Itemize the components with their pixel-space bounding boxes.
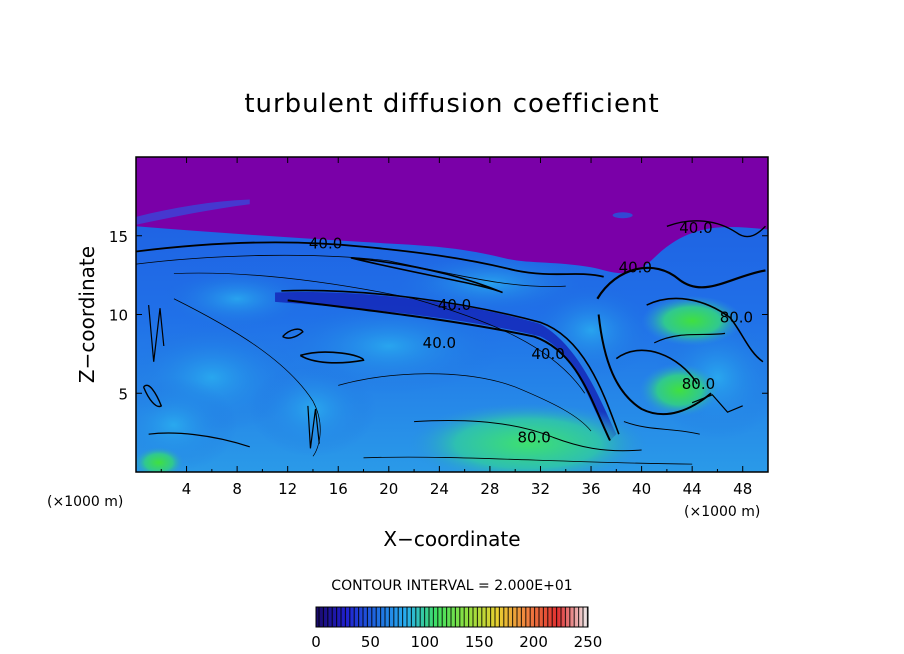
colorbar-tick-label: 250 xyxy=(574,633,603,651)
contour-line-40-mid-outer xyxy=(281,289,620,435)
contour-line-closed xyxy=(282,328,304,339)
x-axis-label: X−coordinate xyxy=(383,527,520,551)
contour-label: 80.0 xyxy=(720,309,753,327)
field-light-patch xyxy=(249,361,377,457)
colorbar-tick-label: 150 xyxy=(465,633,494,651)
contour-line xyxy=(307,405,320,449)
colorbar-tick-label: 100 xyxy=(410,633,439,651)
field-green-bottom xyxy=(407,402,648,472)
colorbar-ticks: 0 50 100 150 200 250 xyxy=(311,633,602,651)
field-light-patch xyxy=(161,267,313,331)
contour-label: 40.0 xyxy=(438,296,471,314)
contour-line-closed xyxy=(299,351,365,364)
field-dark-band xyxy=(275,291,617,441)
contour-line xyxy=(173,298,321,457)
contour-label: 40.0 xyxy=(619,258,652,276)
field-upper-region xyxy=(136,157,768,274)
contour-line xyxy=(136,254,566,287)
colorbar-tick-label: 200 xyxy=(519,633,548,651)
contour-line-40-upper xyxy=(136,241,604,278)
x-tick-label: 40 xyxy=(632,480,651,498)
contour-line-swirl xyxy=(597,314,712,416)
x-tick-label: 44 xyxy=(683,480,702,498)
x-tick-label: 16 xyxy=(329,480,348,498)
contour-line xyxy=(148,432,250,448)
y-axis-label: Z−coordinate xyxy=(75,246,99,383)
contour-lines xyxy=(136,220,766,465)
contour-label: 40.0 xyxy=(423,334,456,352)
x-tick-label: 20 xyxy=(379,480,398,498)
field-wisp xyxy=(612,212,633,219)
field-green-corner xyxy=(136,446,185,472)
x-tick-label: 4 xyxy=(182,480,192,498)
contour-line xyxy=(173,272,586,394)
contour-line xyxy=(148,304,165,362)
contour-labels: 40.0 40.0 40.0 40.0 80.0 80.0 40.0 40.0 80.0 xyxy=(309,219,753,446)
contour-label: 80.0 xyxy=(682,375,715,393)
x-tick-label: 48 xyxy=(733,480,752,498)
contour-interval-text: CONTOUR INTERVAL = 2.000E+01 xyxy=(331,578,572,594)
colorbar-gradient xyxy=(316,607,588,627)
contour-line-swirl xyxy=(666,220,766,238)
colorbar-tick-label: 50 xyxy=(361,633,380,651)
colorbar xyxy=(315,606,589,628)
colorbar-frame xyxy=(315,606,589,628)
x-tick-label: 8 xyxy=(232,480,242,498)
y-axis-ticks: 5 10 15 xyxy=(109,228,768,403)
x-tick-label: 28 xyxy=(480,480,499,498)
field-light-patch xyxy=(388,251,592,315)
contour-line-swirl xyxy=(653,332,726,344)
colorbar-tick-label: 0 xyxy=(311,633,321,651)
contour-line-80 xyxy=(414,420,642,452)
x-axis-ticks: 4 8 12 16 20 24 28 32 36 40 44 48 xyxy=(160,157,752,498)
y-tick-label: 10 xyxy=(109,307,128,325)
x-tick-label: 36 xyxy=(581,480,600,498)
contour-line xyxy=(623,421,700,435)
contour-line-swirl xyxy=(596,266,766,300)
field-green-right xyxy=(639,363,720,417)
x-unit-label-right: (×1000 m) xyxy=(684,504,760,520)
contour-line-swirl xyxy=(615,349,698,385)
x-unit-label-left: (×1000 m) xyxy=(47,494,123,510)
contour-line-40-lens xyxy=(350,257,503,294)
contour-line-closed xyxy=(142,384,163,408)
y-tick-label: 5 xyxy=(118,385,128,403)
x-tick-label: 24 xyxy=(430,480,449,498)
y-tick-label: 15 xyxy=(109,228,128,246)
contour-label: 80.0 xyxy=(517,428,550,446)
field-green-right-upper xyxy=(641,295,743,346)
contour-label: 40.0 xyxy=(531,345,564,363)
x-tick-label: 32 xyxy=(531,480,550,498)
chart-title: turbulent diffusion coefficient xyxy=(244,89,659,119)
contour-line-swirl xyxy=(691,394,743,413)
contour-line xyxy=(363,456,693,465)
contour-label: 40.0 xyxy=(309,235,342,253)
field-wisp-left xyxy=(136,199,250,225)
x-tick-label: 12 xyxy=(278,480,297,498)
contour-line xyxy=(338,373,592,432)
contour-line-40-mid xyxy=(287,299,611,441)
plot-field xyxy=(136,157,768,472)
contour-label: 40.0 xyxy=(679,219,712,237)
contour-line-swirl xyxy=(646,297,764,363)
